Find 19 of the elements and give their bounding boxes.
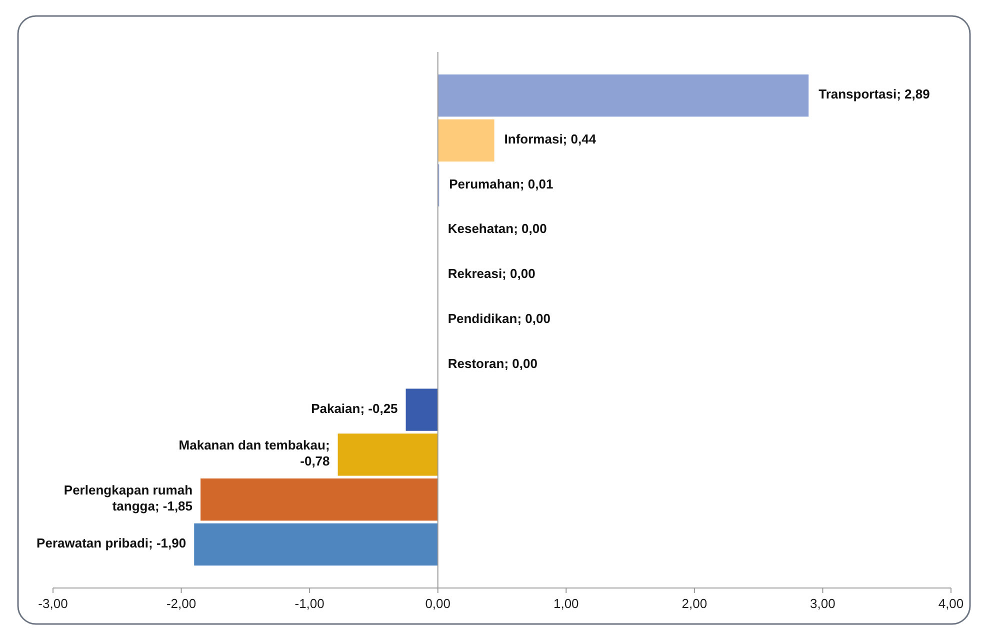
x-tick-label: 3,00 bbox=[810, 596, 836, 611]
data-label: Pakaian; -0,25 bbox=[311, 401, 398, 416]
x-tick-label: 2,00 bbox=[682, 596, 708, 611]
x-tick-label: 0,00 bbox=[425, 596, 451, 611]
x-tick-label: -1,00 bbox=[294, 596, 324, 611]
data-label: Informasi; 0,44 bbox=[504, 132, 597, 147]
x-tick-label: 1,00 bbox=[553, 596, 579, 611]
data-label: Perumahan; 0,01 bbox=[449, 176, 554, 192]
data-label: Pendidikan; 0,00 bbox=[448, 311, 550, 326]
data-label: Perawatan pribadi; -1,90 bbox=[36, 536, 186, 551]
data-label: Perlengkapan rumah tangga; -1,85 bbox=[64, 483, 193, 514]
x-tick-label: -2,00 bbox=[166, 596, 196, 611]
x-tick-label: -3,00 bbox=[38, 596, 68, 611]
data-label: Restoran; 0,00 bbox=[448, 356, 538, 372]
data-label: Transportasi; 2,89 bbox=[818, 86, 930, 102]
data-label: Rekreasi; 0,00 bbox=[448, 266, 536, 282]
x-tick-label: 4,00 bbox=[938, 596, 964, 611]
data-label: Kesehatan; 0,00 bbox=[448, 222, 547, 237]
data-label: Makanan dan tembakau; -0,78 bbox=[178, 438, 330, 470]
